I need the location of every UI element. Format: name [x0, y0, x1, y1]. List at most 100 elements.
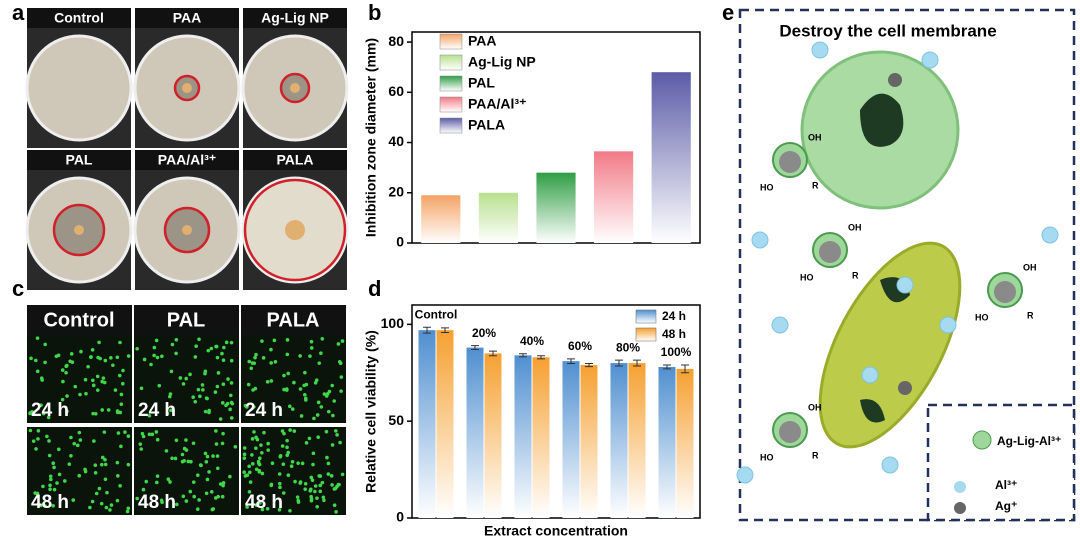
plate-label: PAA: [173, 10, 202, 26]
cell: [78, 392, 82, 397]
cell: [287, 404, 292, 409]
cell: [300, 461, 305, 466]
al-ion: [736, 466, 754, 484]
cell: [229, 358, 234, 363]
cell: [242, 470, 247, 474]
legend-label: Ag-Lig-Al³⁺: [997, 434, 1061, 448]
cell: [198, 463, 203, 467]
group-label: Control: [415, 307, 458, 321]
cell: [338, 361, 343, 366]
cell: [277, 507, 282, 512]
legend-label: PAA: [468, 33, 497, 49]
cell: [93, 411, 98, 416]
cell: [242, 452, 247, 457]
cell: [246, 382, 251, 387]
legend-swatch: [439, 54, 463, 71]
cell: [309, 498, 314, 503]
cell: [100, 408, 104, 412]
x-axis-label: Extract concentration: [484, 523, 628, 539]
cell: [269, 361, 273, 365]
molecule-label: R: [812, 180, 819, 190]
cell: [269, 379, 274, 383]
error-bar: [633, 359, 641, 367]
legend-label: PAA/Al³⁺: [468, 96, 526, 112]
cell: [77, 473, 82, 478]
cell: [204, 491, 209, 496]
legend-label: PALA: [468, 117, 505, 133]
cell: [169, 408, 173, 413]
sample: [182, 83, 192, 93]
cell: [211, 454, 215, 458]
cell: [278, 455, 283, 459]
molecule-label: OH: [808, 132, 822, 142]
cell: [242, 456, 247, 460]
cell: [280, 429, 285, 433]
cell: [318, 483, 323, 488]
cell: [141, 434, 146, 439]
cell: [282, 387, 286, 392]
cell: [48, 483, 52, 488]
cell: [191, 441, 196, 446]
cell: [320, 480, 325, 485]
cell: [336, 342, 341, 346]
cell: [248, 480, 253, 484]
cell: [115, 410, 120, 415]
legend-swatch: [439, 75, 463, 92]
cell: [120, 381, 125, 386]
y-tick-label: 100: [381, 315, 405, 331]
cell: [326, 409, 331, 414]
cell: [260, 450, 264, 455]
bar: [436, 330, 454, 518]
cell: [278, 485, 282, 490]
molecule-label: R: [1027, 310, 1034, 320]
petri-dish: [25, 34, 133, 142]
cell: [215, 355, 220, 360]
legend-swatch: [635, 309, 657, 324]
al-ion: [939, 316, 957, 334]
cell: [293, 479, 297, 484]
cell: [286, 473, 291, 478]
cell: [285, 338, 290, 342]
cell: [285, 352, 290, 357]
cell: [93, 463, 98, 467]
cell: [299, 414, 304, 418]
cell: [103, 477, 108, 482]
cell: [339, 375, 344, 379]
cell: [313, 489, 317, 494]
cell: [207, 470, 211, 474]
column-label: Control: [43, 309, 114, 331]
cell: [45, 434, 49, 439]
cell: [169, 369, 174, 374]
cell: [331, 413, 335, 418]
cell: [193, 399, 198, 404]
cell: [103, 358, 108, 363]
cell: [30, 410, 34, 414]
cell: [113, 388, 118, 392]
cell: [39, 503, 43, 508]
cell: [175, 502, 179, 507]
y-tick-label: 0: [396, 234, 404, 250]
cell: [197, 498, 201, 502]
cell: [265, 506, 270, 511]
cell: [119, 444, 123, 449]
cell: [35, 369, 40, 374]
cell: [304, 398, 308, 402]
cell: [170, 342, 175, 347]
cell: [152, 353, 156, 358]
cell: [97, 486, 102, 491]
cell: [324, 394, 329, 398]
cell: [200, 383, 205, 387]
al-ion: [751, 231, 769, 249]
cell: [173, 456, 178, 461]
cell: [309, 346, 314, 350]
membrane-damage: [860, 93, 904, 147]
cell: [188, 489, 193, 494]
cell: [214, 442, 219, 446]
cell: [62, 479, 67, 483]
cell: [118, 484, 122, 488]
cell: [312, 416, 316, 421]
cell: [142, 357, 147, 362]
error-bar: [489, 350, 497, 357]
bar: [478, 192, 518, 243]
cell: [273, 359, 278, 364]
